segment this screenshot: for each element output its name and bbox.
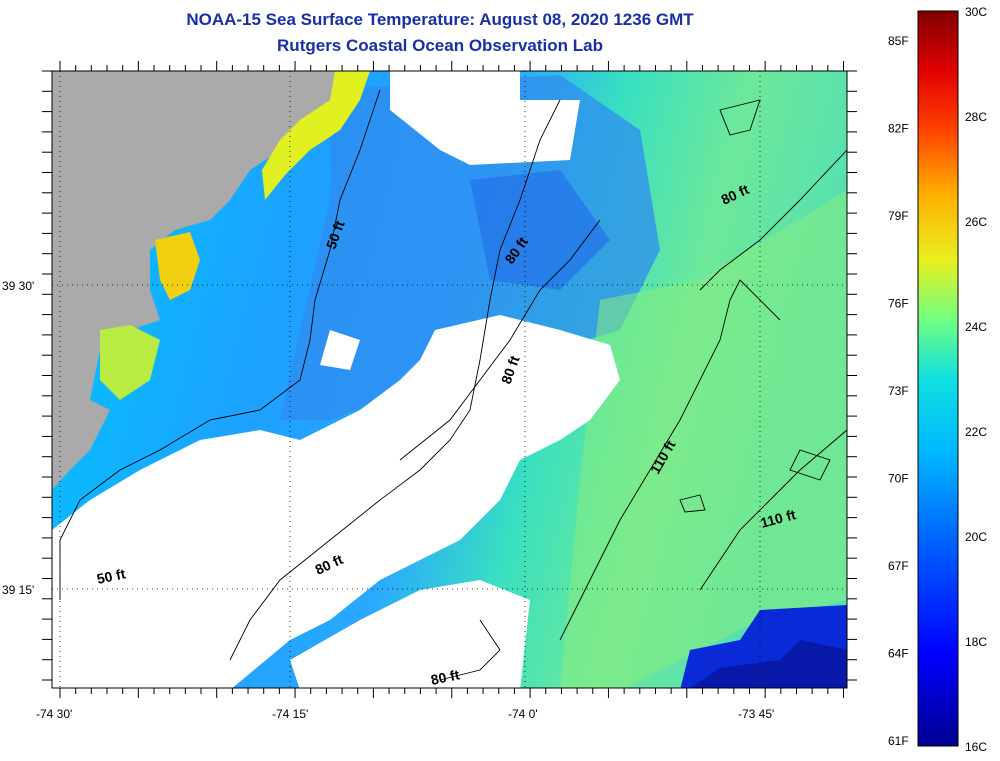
colorbar-f-label: 61F (888, 734, 909, 748)
colorbar-gradient (917, 10, 959, 747)
colorbar-c-label: 22C (965, 425, 987, 439)
colorbar-c-label: 26C (965, 215, 987, 229)
axis-ticks (42, 61, 857, 698)
colorbar-f-label: 73F (888, 384, 909, 398)
colorbar-f-label: 82F (888, 122, 909, 136)
warm-coastal-water (262, 71, 370, 200)
land-area (52, 71, 345, 490)
depth-label: 50 ft (95, 565, 127, 587)
lon-label-74-30: -74 30' (36, 707, 72, 721)
lat-label-39-30: 39 30' (2, 279, 34, 293)
bay-water (100, 325, 160, 400)
colorbar-f-label: 85F (888, 34, 909, 48)
colorbar-f-label: 76F (888, 297, 909, 311)
warm-water-zone (560, 190, 847, 688)
colorbar-c-label: 24C (965, 320, 987, 334)
colorbar-c-label: 20C (965, 530, 987, 544)
lon-label-74-0: -74 0' (508, 707, 538, 721)
colorbar-c-label: 30C (965, 5, 987, 19)
lat-label-39-15: 39 15' (2, 583, 34, 597)
colorbar-c-label: 16C (965, 740, 987, 754)
lon-label-73-45: -73 45' (738, 707, 774, 721)
depth-label: 80 ft (429, 666, 461, 688)
cloud-mask-north (390, 71, 580, 165)
colorbar-c-label: 28C (965, 110, 987, 124)
colorbar-f-label: 70F (888, 472, 909, 486)
warm-bay-water (155, 232, 200, 300)
colorbar-c-label: 18C (965, 635, 987, 649)
colorbar-f-label: 64F (888, 647, 909, 661)
colorbar-f-label: 67F (888, 559, 909, 573)
depth-contours (59, 89, 847, 681)
lon-label-74-15: -74 15' (272, 707, 308, 721)
cool-water-zone-2 (470, 170, 610, 290)
colorbar-f-label: 79F (888, 209, 909, 223)
title-line-1: NOAA-15 Sea Surface Temperature: August … (186, 10, 694, 29)
cloud-mask-south (290, 580, 530, 688)
title-line-2: Rutgers Coastal Ocean Observation Lab (277, 36, 603, 55)
map-frame (51, 70, 848, 689)
cloud-mask-west (320, 330, 360, 370)
cloud-mask-center (52, 315, 620, 688)
cold-pocket-core (690, 640, 847, 688)
